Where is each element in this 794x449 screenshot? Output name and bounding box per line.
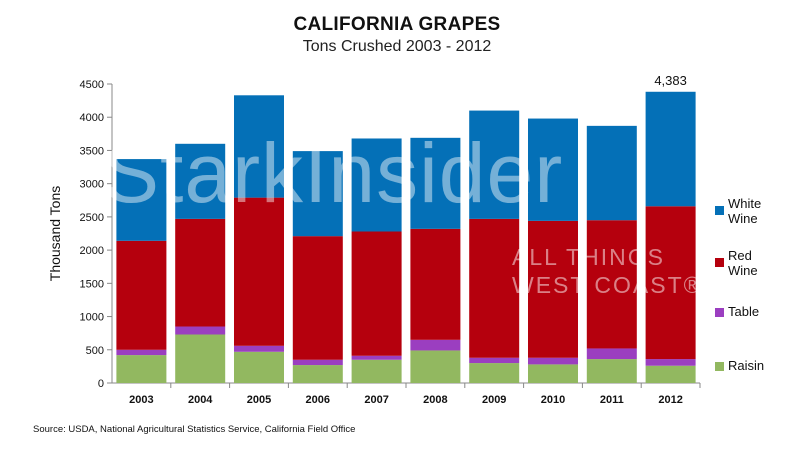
bar-table-2012 <box>645 359 696 366</box>
bar-red-wine-2006 <box>292 236 343 360</box>
x-tick-label: 2010 <box>541 394 565 406</box>
y-tick-label: 0 <box>98 378 104 390</box>
bar-white-wine-2010 <box>528 118 578 221</box>
legend-swatch-raisin <box>715 362 724 371</box>
bar-white-wine-2005 <box>234 95 284 198</box>
bar-white-wine-2007 <box>351 138 402 232</box>
legend-label-white-wine: Wine <box>728 211 758 226</box>
data-label-2012: 4,383 <box>654 73 687 88</box>
bar-table-2003 <box>116 349 167 356</box>
bar-white-wine-2012 <box>645 91 696 207</box>
bar-white-wine-2008 <box>410 137 461 229</box>
bar-table-2008 <box>410 339 461 351</box>
legend-label-raisin: Raisin <box>728 358 764 373</box>
x-tick-label: 2008 <box>423 394 447 406</box>
bar-red-wine-2012 <box>645 206 696 360</box>
bar-red-wine-2010 <box>528 220 578 358</box>
y-tick-label: 2000 <box>80 245 104 257</box>
bar-red-wine-2011 <box>586 220 637 349</box>
x-tick-label: 2009 <box>482 394 506 406</box>
y-axis-label: Thousand Tons <box>47 186 63 281</box>
bar-raisin-2003 <box>116 355 167 383</box>
x-tick-label: 2003 <box>129 394 153 406</box>
bar-white-wine-2011 <box>586 125 637 221</box>
bar-table-2006 <box>292 359 343 366</box>
bar-red-wine-2005 <box>234 197 284 346</box>
x-tick-label: 2011 <box>600 394 624 406</box>
bar-white-wine-2009 <box>469 110 520 219</box>
x-tick-label: 2005 <box>247 394 271 406</box>
bar-red-wine-2008 <box>410 228 461 340</box>
chart-subtitle: Tons Crushed 2003 - 2012 <box>302 38 492 55</box>
bar-table-2011 <box>586 348 637 360</box>
bar-raisin-2011 <box>586 359 637 383</box>
bar-table-2010 <box>528 357 578 365</box>
bar-red-wine-2004 <box>175 218 226 327</box>
legend-label-red-wine: Red <box>728 248 752 263</box>
y-tick-label: 1500 <box>80 278 104 290</box>
x-tick-label: 2007 <box>364 394 388 406</box>
bar-table-2009 <box>469 357 520 364</box>
y-tick-label: 1000 <box>80 312 104 324</box>
bar-table-2005 <box>234 345 284 352</box>
legend-swatch-white-wine <box>715 206 724 215</box>
bar-red-wine-2003 <box>116 240 167 350</box>
bar-raisin-2006 <box>292 365 343 383</box>
legend-label-red-wine: Wine <box>728 263 758 278</box>
legend-swatch-red-wine <box>715 258 724 267</box>
bar-raisin-2008 <box>410 350 461 383</box>
bar-raisin-2004 <box>175 334 226 383</box>
legend-label-white-wine: White <box>728 196 761 211</box>
bar-red-wine-2007 <box>351 231 402 356</box>
y-tick-label: 4500 <box>80 79 104 91</box>
bar-table-2004 <box>175 326 226 335</box>
bar-raisin-2009 <box>469 363 520 383</box>
legend-label-table: Table <box>728 304 759 319</box>
bar-raisin-2012 <box>645 365 696 383</box>
y-tick-label: 500 <box>86 345 104 357</box>
chart-title: CALIFORNIA GRAPES <box>293 14 501 35</box>
bar-red-wine-2009 <box>469 218 520 358</box>
bar-raisin-2007 <box>351 359 402 383</box>
bar-table-2007 <box>351 355 402 360</box>
bar-raisin-2005 <box>234 351 284 383</box>
bar-raisin-2010 <box>528 364 578 383</box>
legend-swatch-table <box>715 308 724 317</box>
bar-white-wine-2004 <box>175 143 226 219</box>
x-tick-label: 2012 <box>658 394 682 406</box>
y-tick-label: 3500 <box>80 145 104 157</box>
source-note: Source: USDA, National Agricultural Stat… <box>33 424 356 435</box>
x-tick-label: 2006 <box>306 394 330 406</box>
y-tick-label: 4000 <box>80 112 104 124</box>
y-tick-label: 3000 <box>80 179 104 191</box>
bar-white-wine-2006 <box>292 151 343 237</box>
bar-white-wine-2003 <box>116 159 167 241</box>
y-tick-label: 2500 <box>80 212 104 224</box>
x-tick-label: 2004 <box>188 394 213 406</box>
